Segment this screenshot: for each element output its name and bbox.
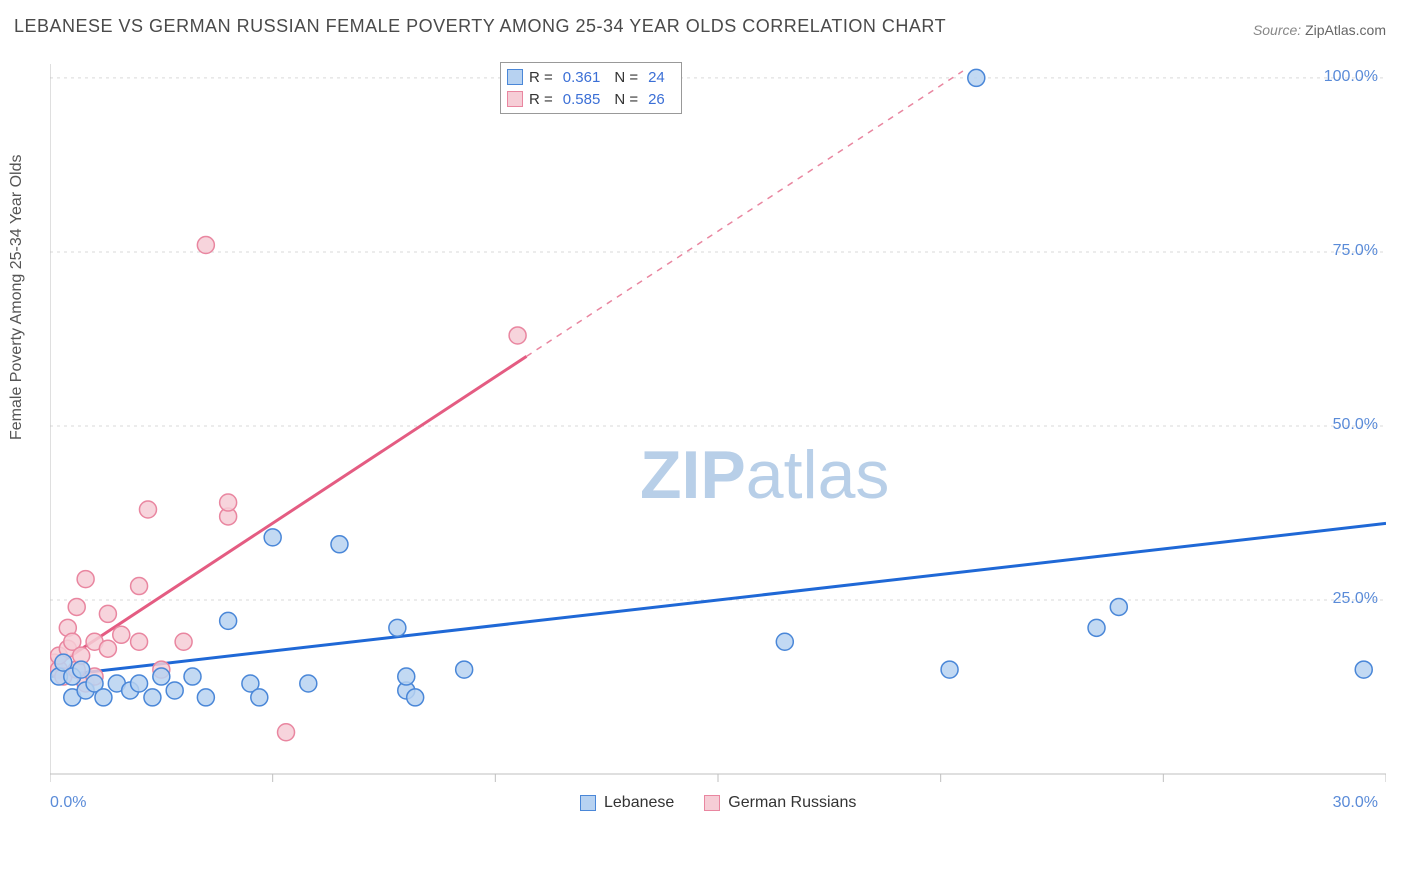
correlation-legend: R = 0.361 N = 24 R = 0.585 N = 26 <box>500 62 682 114</box>
source-attribution: Source: ZipAtlas.com <box>1253 22 1386 38</box>
legend-label-german: German Russians <box>728 794 856 812</box>
y-tick-label: 75.0% <box>1333 242 1378 260</box>
swatch-german-russians <box>507 91 523 107</box>
y-tick-label: 100.0% <box>1324 68 1378 86</box>
source-label: Source: <box>1253 22 1305 38</box>
legend-item-lebanese: Lebanese <box>580 794 674 812</box>
n-label: N = <box>614 69 638 86</box>
plot-area: ZIPatlas R = 0.361 N = 24 R = 0.585 N = … <box>50 56 1386 818</box>
x-tick-label: 0.0% <box>50 794 86 812</box>
chart-svg <box>50 56 1386 818</box>
r-value-german: 0.585 <box>563 91 601 108</box>
y-axis-label: Female Poverty Among 25-34 Year Olds <box>8 155 26 441</box>
swatch-lebanese <box>580 795 596 811</box>
legend-label-lebanese: Lebanese <box>604 794 674 812</box>
legend-row-german: R = 0.585 N = 26 <box>507 88 673 110</box>
swatch-lebanese <box>507 69 523 85</box>
series-legend: Lebanese German Russians <box>580 794 856 812</box>
n-label: N = <box>614 91 638 108</box>
swatch-german-russians <box>704 795 720 811</box>
y-tick-label: 25.0% <box>1333 590 1378 608</box>
x-tick-label: 30.0% <box>1333 794 1378 812</box>
chart-title: LEBANESE VS GERMAN RUSSIAN FEMALE POVERT… <box>14 16 946 37</box>
y-tick-label: 50.0% <box>1333 416 1378 434</box>
source-name: ZipAtlas.com <box>1305 22 1386 38</box>
r-label: R = <box>529 69 553 86</box>
legend-row-lebanese: R = 0.361 N = 24 <box>507 66 673 88</box>
n-value-german: 26 <box>648 91 665 108</box>
r-label: R = <box>529 91 553 108</box>
r-value-lebanese: 0.361 <box>563 69 601 86</box>
legend-item-german: German Russians <box>704 794 856 812</box>
n-value-lebanese: 24 <box>648 69 665 86</box>
